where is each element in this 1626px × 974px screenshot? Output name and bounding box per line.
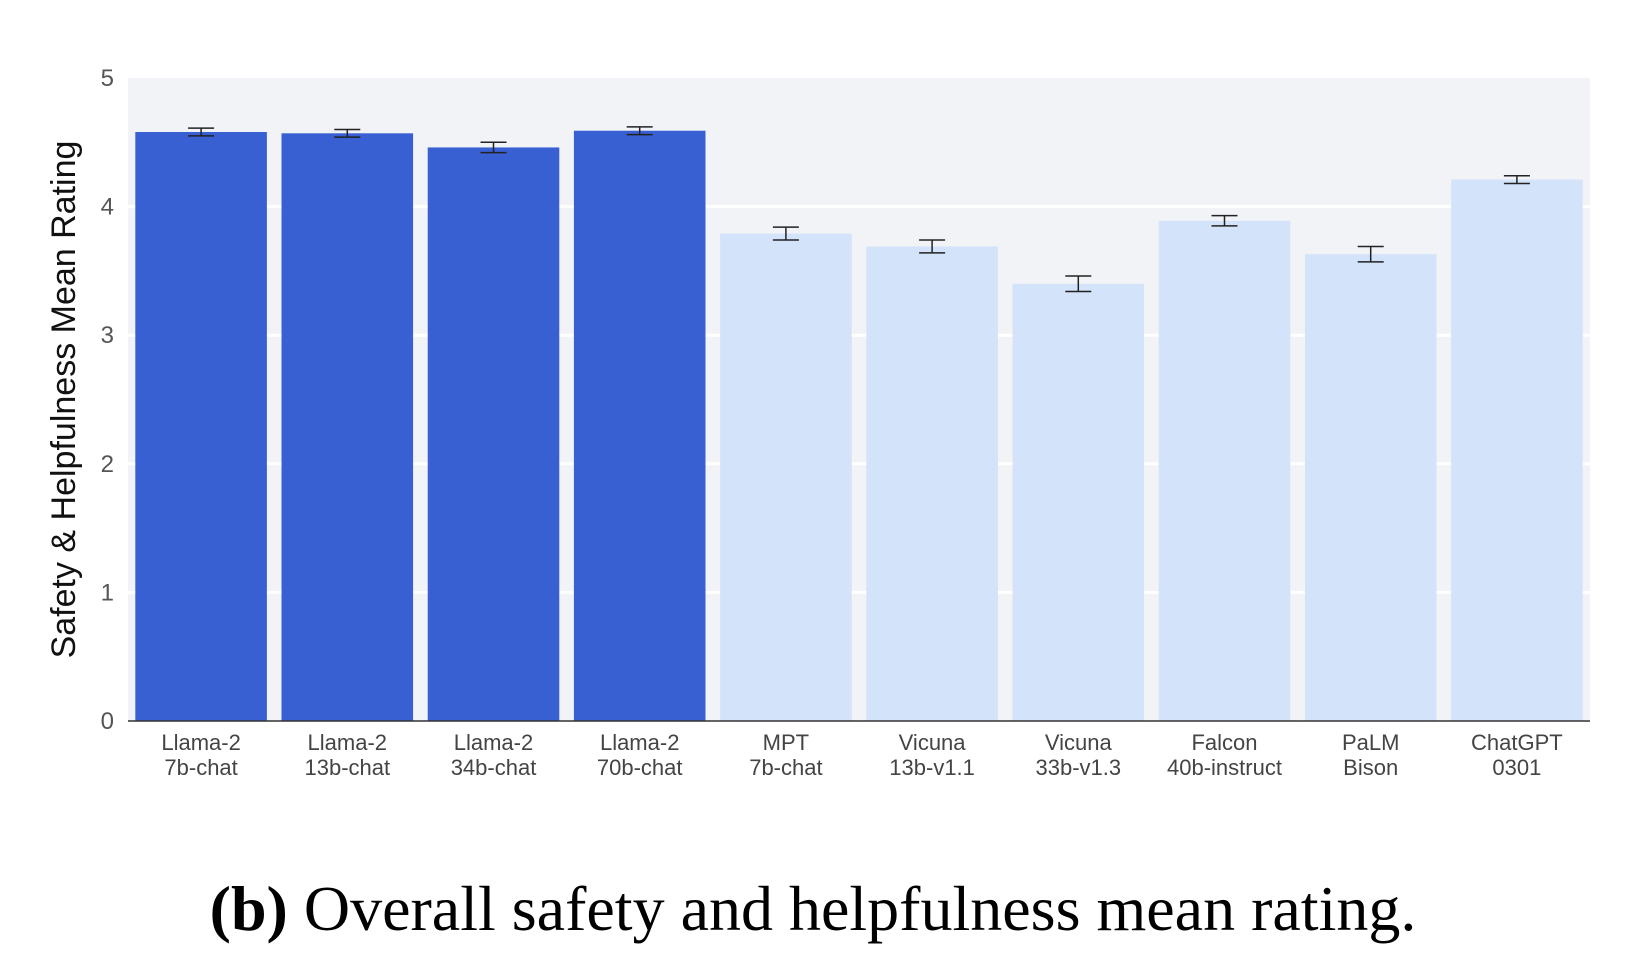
x-tick-label: Llama-2 34b-chat (451, 730, 537, 780)
x-tick-label: Falcon 40b-instruct (1167, 730, 1282, 780)
x-tick-label: MPT 7b-chat (749, 730, 822, 780)
x-tick-label: Llama-2 70b-chat (597, 730, 683, 780)
y-tick-label: 4 (101, 194, 114, 221)
error-bar (1357, 245, 1384, 263)
x-tick-label-line: Bison (1343, 755, 1398, 780)
y-tick-label: 0 (101, 708, 114, 735)
x-tick-label-line: 13b-v1.1 (889, 755, 975, 780)
y-tick-label: 3 (101, 322, 114, 349)
x-tick-label-line: Vicuna (899, 730, 967, 755)
x-tick-label: Vicuna 13b-v1.1 (889, 730, 975, 780)
figure-caption: (b) Overall safety and helpfulness mean … (0, 872, 1626, 946)
x-tick-label: Llama-2 13b-chat (304, 730, 390, 780)
error-bar (626, 126, 653, 136)
x-tick-label: PaLM Bison (1342, 730, 1399, 780)
x-tick-label-line: Llama-2 (600, 730, 679, 755)
x-tick-label: ChatGPT 0301 (1471, 730, 1563, 780)
error-bar (919, 239, 946, 254)
x-tick-label-line: 0301 (1492, 755, 1541, 780)
x-tick-label-line: Llama-2 (454, 730, 533, 755)
caption-tag: (b) (209, 873, 288, 944)
y-tick-label: 1 (101, 579, 114, 606)
x-tick-label-line: 7b-chat (164, 755, 237, 780)
x-tick-label-line: Vicuna (1045, 730, 1113, 755)
error-bar (1065, 275, 1092, 293)
x-tick-label-line: PaLM (1342, 730, 1399, 755)
error-bar (1211, 214, 1238, 227)
x-tick-label-line: 34b-chat (451, 755, 537, 780)
x-tick-label-line: 40b-instruct (1167, 755, 1282, 780)
bar (573, 130, 706, 721)
x-tick-label-line: MPT (763, 730, 809, 755)
x-tick-label: Vicuna 33b-v1.3 (1035, 730, 1121, 780)
bar-chart: 0 1 2 3 4 5 Llama-2 7b-chat Llama-2 13b-chat Llama… (45, 65, 1590, 780)
bar (866, 246, 998, 721)
error-bar (772, 226, 799, 241)
x-tick-label-line: ChatGPT (1471, 730, 1563, 755)
x-tick-label-line: 33b-v1.3 (1035, 755, 1121, 780)
error-bar (1503, 174, 1530, 185)
bar (1451, 179, 1583, 721)
x-tick-label: Llama-2 7b-chat (161, 730, 240, 780)
x-tick-label-line: 13b-chat (304, 755, 390, 780)
bar (1158, 220, 1291, 721)
bar (135, 132, 267, 722)
y-tick-label: 2 (101, 451, 114, 478)
bar (1012, 283, 1145, 721)
caption-text: Overall safety and helpfulness mean rati… (303, 873, 1417, 944)
error-bar (480, 141, 507, 154)
y-tick-label: 5 (101, 65, 114, 92)
error-bar (334, 128, 361, 138)
x-tick-label-line: 70b-chat (597, 755, 683, 780)
bar (281, 133, 414, 722)
bar (720, 233, 852, 721)
bar (1304, 254, 1437, 721)
x-tick-label-line: 7b-chat (749, 755, 822, 780)
error-bar (188, 127, 215, 137)
y-axis-title: Safety & Helpfulness Mean Rating (45, 141, 83, 659)
x-tick-label-line: Llama-2 (308, 730, 387, 755)
bar (427, 147, 560, 722)
x-tick-label-line: Llama-2 (161, 730, 240, 755)
x-tick-label-line: Falcon (1191, 730, 1257, 755)
